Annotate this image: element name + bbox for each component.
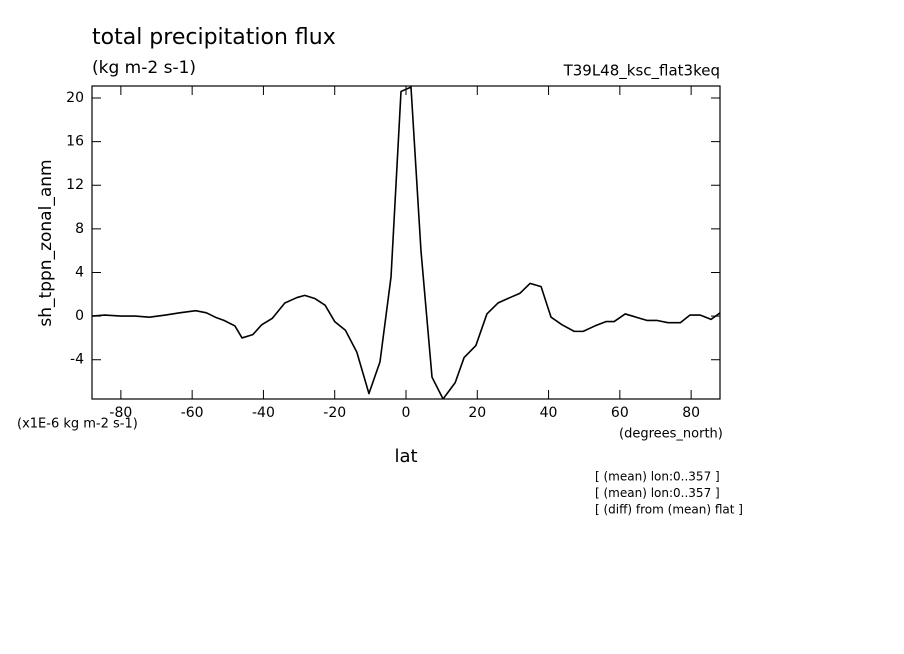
y-tick-label: 8	[75, 221, 84, 237]
y-tick-label: 4	[75, 264, 84, 280]
y-tick-label: 12	[66, 177, 84, 193]
x-tick-label: 80	[682, 405, 700, 421]
y-tick-label: 20	[66, 90, 84, 106]
chart-subtitle: (kg m-2 s-1)	[92, 58, 196, 78]
x-tick-label: -20	[323, 405, 346, 421]
y-tick-label: -4	[70, 352, 84, 368]
y-tick-label: 16	[66, 134, 84, 150]
dataset-label: T39L48_ksc_flat3keq	[563, 62, 720, 81]
x-tick-label: 40	[540, 405, 558, 421]
x-tick-label: 20	[468, 405, 486, 421]
x-tick-label: -40	[252, 405, 275, 421]
chart-title: total precipitation flux	[92, 25, 336, 50]
annotation: [ (mean) lon:0..357 ]	[595, 486, 720, 500]
x-tick-label: 0	[402, 405, 411, 421]
annotation: [ (mean) lon:0..357 ]	[595, 470, 720, 484]
x-tick-label: 60	[611, 405, 629, 421]
annotation: [ (diff) from (mean) flat ]	[595, 503, 743, 517]
plot-frame	[91, 85, 721, 400]
y-axis-label: sh_tppn_zonal_anm	[36, 159, 56, 326]
y-units-label: (x1E-6 kg m-2 s-1)	[17, 417, 138, 432]
y-tick-label: 0	[75, 308, 84, 324]
x-units-label: (degrees_north)	[619, 427, 723, 442]
x-tick-label: -80	[109, 405, 132, 421]
data-line	[92, 86, 720, 399]
x-tick-label: -60	[181, 405, 204, 421]
x-axis-label: lat	[394, 446, 417, 467]
